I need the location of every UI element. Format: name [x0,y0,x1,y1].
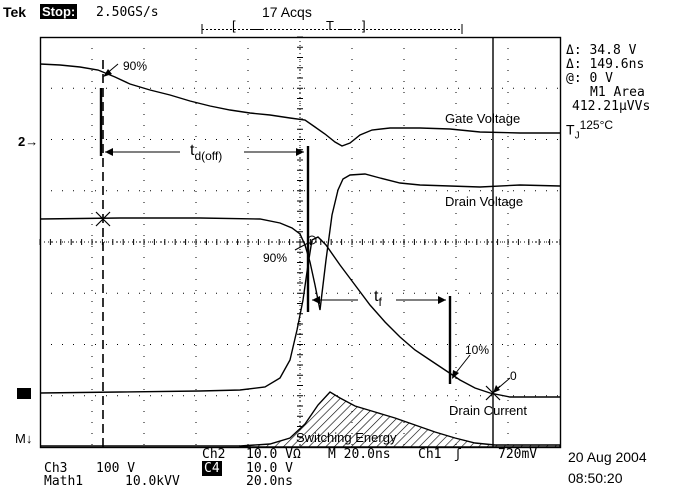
drain-voltage-trace [39,173,561,311]
td-off-label: td(off) [190,142,222,163]
switching-energy-label: Switching Energy [296,430,397,445]
drain-current-label: Drain Current [449,403,527,418]
acquisition-count: 17 Acqs [262,4,312,20]
cursor-readout: Δ: 34.8 V Δ: 149.6ns @: 0 V M1 Area 412.… [566,44,650,114]
c4-scale: 10.0 V [246,461,293,476]
ch3-reference-marker[interactable] [17,388,31,399]
ch2-reference-marker[interactable]: 2→ [18,134,39,149]
measurement-name: M1 Area [590,85,645,100]
timing-markers [95,63,511,401]
ch2-scale: 10.0 VΩ [246,447,301,462]
c4-label[interactable]: C4 [202,461,222,476]
math1-scale: 10.0kVV [125,474,180,489]
acquisition-time: 08:50:20 [568,470,623,486]
cursor-bracket-bar [201,24,463,34]
graticule-center-axes [39,36,561,448]
trigger-slope-icon: ʃ [454,447,462,462]
measurement-value: 412.21µVVs [572,99,651,114]
math1-label[interactable]: Math1 [44,474,84,489]
gate-voltage-trace [39,63,560,147]
zero-label: 0 [510,369,517,383]
percent-90-mid-label: 90% [263,251,287,265]
acquisition-date: 20 Aug 2004 [568,449,647,465]
tf-label: tf [374,288,382,309]
delta-voltage-readout: Δ: 34.8 V [566,43,637,58]
junction-temperature: TJ125°C [566,118,614,142]
trigger-level[interactable]: 720mV [498,447,538,462]
gate-voltage-label: Gate Voltage [445,111,520,126]
ch3-scale: 100 V [96,461,136,476]
graticule-grid [40,37,560,447]
trigger-position-marker[interactable]: T [326,18,334,33]
brand-label: Tek [3,4,27,20]
math1-time: 20.0ns [246,474,293,489]
cursor-right-bracket: ] [362,18,366,33]
switching-energy-trace [239,391,561,448]
drain-voltage-label: Drain Voltage [445,194,523,209]
drain-current-trace [39,236,560,398]
at-voltage-readout: @: 0 V [566,71,613,86]
sample-rate: 2.50GS/s [96,5,159,20]
percent-10-label: 10% [465,343,489,357]
timebase[interactable]: M 20.0ns [328,447,391,462]
cursor-left-bracket: [ [232,18,236,33]
trigger-source[interactable]: Ch1 [418,447,442,462]
math-reference-marker[interactable]: M↓ [15,431,33,446]
delta-time-readout: Δ: 149.6ns [566,57,645,72]
run-state-badge[interactable]: Stop: [40,4,78,19]
ch2-label[interactable]: Ch2 [202,447,226,462]
ch3-label[interactable]: Ch3 [44,461,68,476]
percent-90-top-label: 90% [123,59,147,73]
